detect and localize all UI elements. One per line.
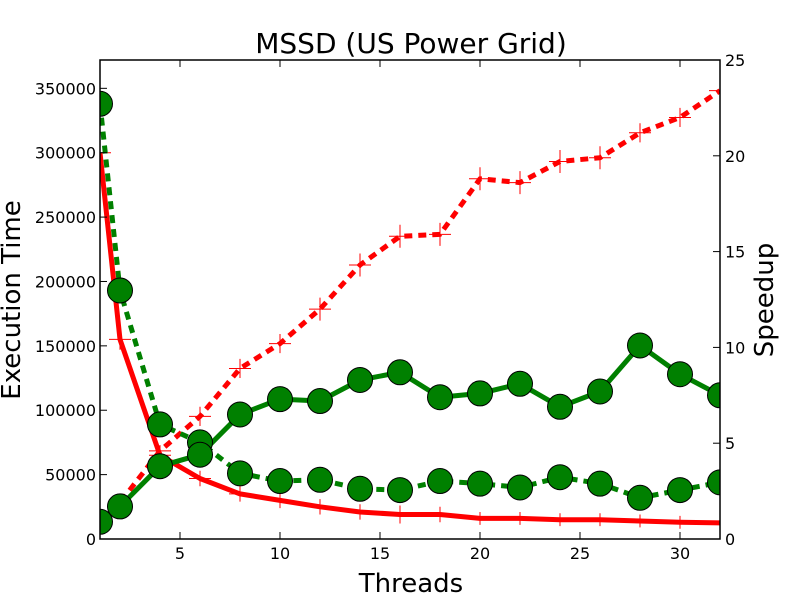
series-0-line	[100, 152, 720, 526]
series-2-point-7	[347, 475, 373, 502]
series-2-point-8	[387, 477, 413, 504]
series-3-point-8	[387, 359, 413, 386]
series-3-point-6	[307, 388, 333, 415]
x-tick-label-3: 20	[470, 544, 490, 563]
series-3-point-11	[507, 370, 533, 397]
series-3-point-4	[227, 401, 253, 428]
x-tick-label-2: 15	[370, 544, 390, 563]
series-3-point-14	[627, 332, 653, 359]
y-axis-label-left: Execution Time	[0, 200, 27, 399]
y-left-tick-label-0: 0	[86, 530, 96, 549]
y-left-tick-label-5: 250000	[35, 208, 96, 227]
series-3-point-5	[267, 386, 293, 413]
plot-clipped-group	[100, 82, 720, 535]
series-3-point-12	[547, 393, 573, 420]
y-left-tick-label-4: 200000	[35, 272, 96, 291]
y-left-tick-label-2: 100000	[35, 401, 96, 420]
series-2-line	[100, 103, 720, 501]
series-3-point-13	[587, 378, 613, 405]
series-2-point-16	[707, 469, 720, 496]
y-left-tick-label-7: 350000	[35, 79, 96, 98]
series-2-point-14	[627, 484, 653, 511]
series-2-point-5	[267, 468, 293, 495]
y-axis-label-right: Speedup	[750, 243, 780, 358]
series-2-point-13	[587, 470, 613, 497]
series-2-point-1	[107, 277, 133, 304]
series-2-point-4	[227, 460, 253, 487]
series-3-point-7	[347, 366, 373, 393]
series-3-point-0	[100, 508, 113, 535]
chart-title: MSSD (US Power Grid)	[255, 27, 567, 60]
y-right-tick-label-3: 15	[725, 243, 745, 262]
series-2-point-11	[507, 474, 533, 501]
x-tick-label-4: 25	[570, 544, 590, 563]
series-2-point-15	[667, 477, 693, 504]
y-left-tick-label-3: 150000	[35, 337, 96, 356]
series-2-point-6	[307, 466, 333, 493]
y-right-tick-label-4: 20	[725, 147, 745, 166]
axes: 5 10 15 20 25 30 0 50000 100000 150000 200000 25000…	[35, 51, 745, 563]
series-3-point-15	[667, 361, 693, 388]
y-right-tick-label-0: 0	[725, 530, 735, 549]
series-2-point-9	[427, 468, 453, 495]
series-3-point-16	[707, 382, 720, 409]
plot-frame	[99, 59, 721, 540]
series-2-point-0	[100, 90, 113, 117]
series-3-point-1	[107, 493, 133, 520]
series-1-line	[100, 88, 720, 522]
series-3-point-2	[147, 453, 173, 480]
series-3-point-3	[187, 441, 213, 468]
x-tick-label-5: 30	[670, 544, 690, 563]
y-right-tick-label-2: 10	[725, 338, 745, 357]
series-3-point-10	[467, 380, 493, 407]
x-tick-label-1: 10	[270, 544, 290, 563]
x-axis-label: Threads	[358, 569, 463, 599]
y-left-tick-label-6: 300000	[35, 144, 96, 163]
y-right-tick-label-5: 25	[725, 51, 745, 70]
series-3-point-9	[427, 384, 453, 411]
series-2-point-12	[547, 464, 573, 491]
y-right-tick-label-1: 5	[725, 434, 735, 453]
plot-area	[100, 82, 720, 535]
series-2-point-10	[467, 470, 493, 497]
y-left-tick-label-1: 50000	[45, 466, 96, 485]
x-tick-label-0: 5	[175, 544, 185, 563]
series-2-point-2	[147, 411, 173, 438]
